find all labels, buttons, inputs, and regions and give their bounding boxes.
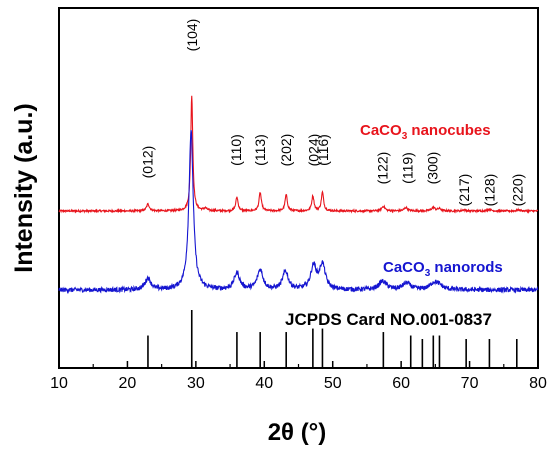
peak-label: (116) xyxy=(315,134,331,166)
x-tick-label: 40 xyxy=(255,375,273,392)
peak-labels: (012) (104) (110) (113) (202) (024)(116) (122)… xyxy=(139,19,525,207)
x-axis-label: 2θ (°) xyxy=(268,419,327,446)
x-tick-label: 30 xyxy=(187,375,205,392)
peak-label: (113) xyxy=(252,134,268,166)
series-line-0 xyxy=(58,95,539,214)
reference-label: JCPDS Card NO.001-0837 xyxy=(285,310,492,329)
series-line-1 xyxy=(58,129,539,295)
series-label-main: CaCO xyxy=(360,122,402,139)
x-tick-label: 50 xyxy=(324,375,342,392)
peak-label: (220) xyxy=(509,174,525,207)
x-axis: 10 20 30 40 50 60 70 80 xyxy=(50,361,547,392)
peak-label: (012) xyxy=(139,146,155,179)
series-label-rest: nanocubes xyxy=(407,122,490,139)
peak-label: (217) xyxy=(456,174,472,207)
peak-label: (119) xyxy=(399,152,415,184)
series-label-rest: nanorods xyxy=(430,259,503,276)
peak-label: (202) xyxy=(278,134,294,167)
series-label-nanorods: CaCO3 nanorods xyxy=(383,259,503,279)
x-tick-label: 70 xyxy=(461,375,479,392)
x-tick-label: 20 xyxy=(119,375,137,392)
peak-label: (104) xyxy=(184,19,200,52)
peak-label: (024) xyxy=(306,134,322,167)
x-tick-label: 80 xyxy=(529,375,547,392)
peak-label: (300) xyxy=(425,152,441,185)
y-axis-label: Intensity (a.u.) xyxy=(10,103,38,272)
reference-lines xyxy=(147,310,518,368)
peak-label: (110) xyxy=(228,134,244,166)
peak-label: (122) xyxy=(375,152,391,185)
series-label-main: CaCO xyxy=(383,259,425,276)
x-tick-label: 60 xyxy=(392,375,410,392)
series-label-nanocubes: CaCO3 nanocubes xyxy=(360,122,491,142)
series-lines xyxy=(58,95,539,295)
peak-label: (128) xyxy=(481,174,497,207)
series-label-sub: 3 xyxy=(402,131,408,142)
series-label-sub: 3 xyxy=(425,268,431,279)
x-tick-label: 10 xyxy=(50,375,68,392)
